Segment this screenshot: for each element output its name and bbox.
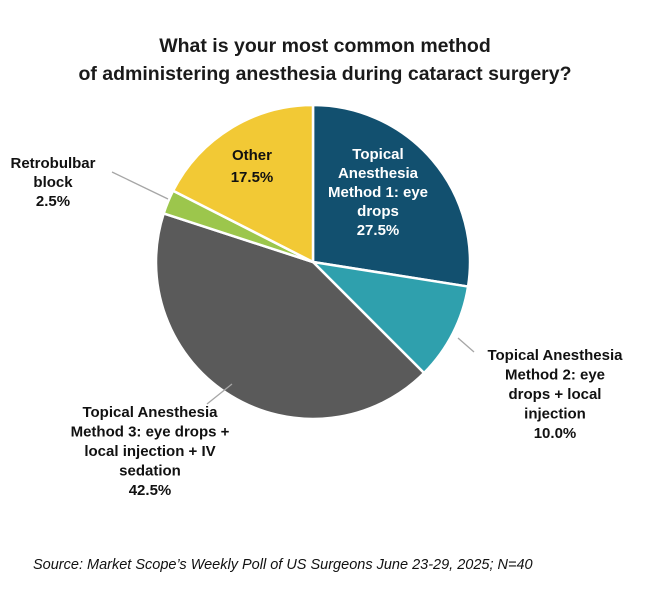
leader-lines <box>111 171 475 405</box>
pie-slice-topical-anesthesia-method-1-eye-drops-label-line: drops <box>357 203 399 220</box>
pie-slice-topical-anesthesia-method-1-eye-drops <box>311 103 472 288</box>
pie-slices <box>154 103 472 421</box>
pie-slice-topical-anesthesia-method-2-eye-drops-lo-label: Topical Anesthesia Method 2: eye drops + l… <box>487 347 623 442</box>
pie-slice-topical-anesthesia-method-3-eye-drops-lo-label-line: sedation <box>119 463 181 480</box>
pie-slice-topical-anesthesia-method-2-eye-drops-lo-leader-line <box>457 337 475 353</box>
pie-slice-topical-anesthesia-method-3-eye-drops-lo <box>154 212 426 421</box>
pie-slice-retrobulbar-block-label-line: block <box>33 174 73 191</box>
pie-slice-topical-anesthesia-method-1-eye-drops-label: Topical Anesthesia Method 1: eye drops 27.5% <box>328 146 428 239</box>
chart-source-note: Source: Market Scope’s Weekly Poll of US… <box>33 557 533 573</box>
pie-slice-topical-anesthesia-method-3-eye-drops-lo-leader-line <box>206 383 233 405</box>
pie-slice-topical-anesthesia-method-2-eye-drops-lo-label-line: Method 2: eye <box>505 367 605 384</box>
pie-slice-topical-anesthesia-method-3-eye-drops-lo-label-line: Topical Anesthesia <box>82 404 218 421</box>
pie-slice-topical-anesthesia-method-2-eye-drops-lo-label-line: injection <box>524 406 586 423</box>
pie-slice-retrobulbar-block-label: Retrobulbar block 2.5% <box>10 155 95 210</box>
pie-slice-topical-anesthesia-method-1-eye-drops-label-line: Topical <box>352 146 403 163</box>
pie-slice-other-label: Other 17.5% <box>231 147 274 186</box>
pie-slice-topical-anesthesia-method-2-eye-drops-lo-label-line: drops + local <box>509 386 602 403</box>
pie-slice-other-label-line: Other <box>232 147 272 164</box>
pie-slice-topical-anesthesia-method-1-eye-drops-value: 27.5% <box>357 222 400 239</box>
pie-slice-other-value: 17.5% <box>231 169 274 186</box>
chart-title-line-2: of administering anesthesia during catar… <box>78 63 571 85</box>
pie-slice-other <box>171 103 315 264</box>
pie-slice-topical-anesthesia-method-2-eye-drops-lo <box>311 260 470 375</box>
pie-slice-topical-anesthesia-method-1-eye-drops-label-line: Method 1: eye <box>328 184 428 201</box>
pie-slice-retrobulbar-block-label-line: Retrobulbar <box>10 155 95 172</box>
pie-slice-topical-anesthesia-method-2-eye-drops-lo-label-line: Topical Anesthesia <box>487 347 623 364</box>
pie-slice-topical-anesthesia-method-1-eye-drops-label-line: Anesthesia <box>338 165 419 182</box>
pie-slice-topical-anesthesia-method-3-eye-drops-lo-value: 42.5% <box>129 482 172 499</box>
chart-title-line-1: What is your most common method <box>159 35 491 57</box>
pie-slice-topical-anesthesia-method-2-eye-drops-lo-value: 10.0% <box>534 425 577 442</box>
pie-slice-topical-anesthesia-method-3-eye-drops-lo-label-line: local injection + IV <box>84 443 215 460</box>
pie-slice-topical-anesthesia-method-3-eye-drops-lo-label: Topical Anesthesia Method 3: eye drops + l… <box>71 404 230 499</box>
pie-slice-retrobulbar-block-value: 2.5% <box>36 193 70 210</box>
pie-slice-topical-anesthesia-method-3-eye-drops-lo-label-line: Method 3: eye drops + <box>71 424 230 441</box>
pie-slice-retrobulbar-block-leader-line <box>111 171 169 200</box>
slice-labels: Topical Anesthesia Method 1: eye drops 27.5%… <box>10 146 623 499</box>
